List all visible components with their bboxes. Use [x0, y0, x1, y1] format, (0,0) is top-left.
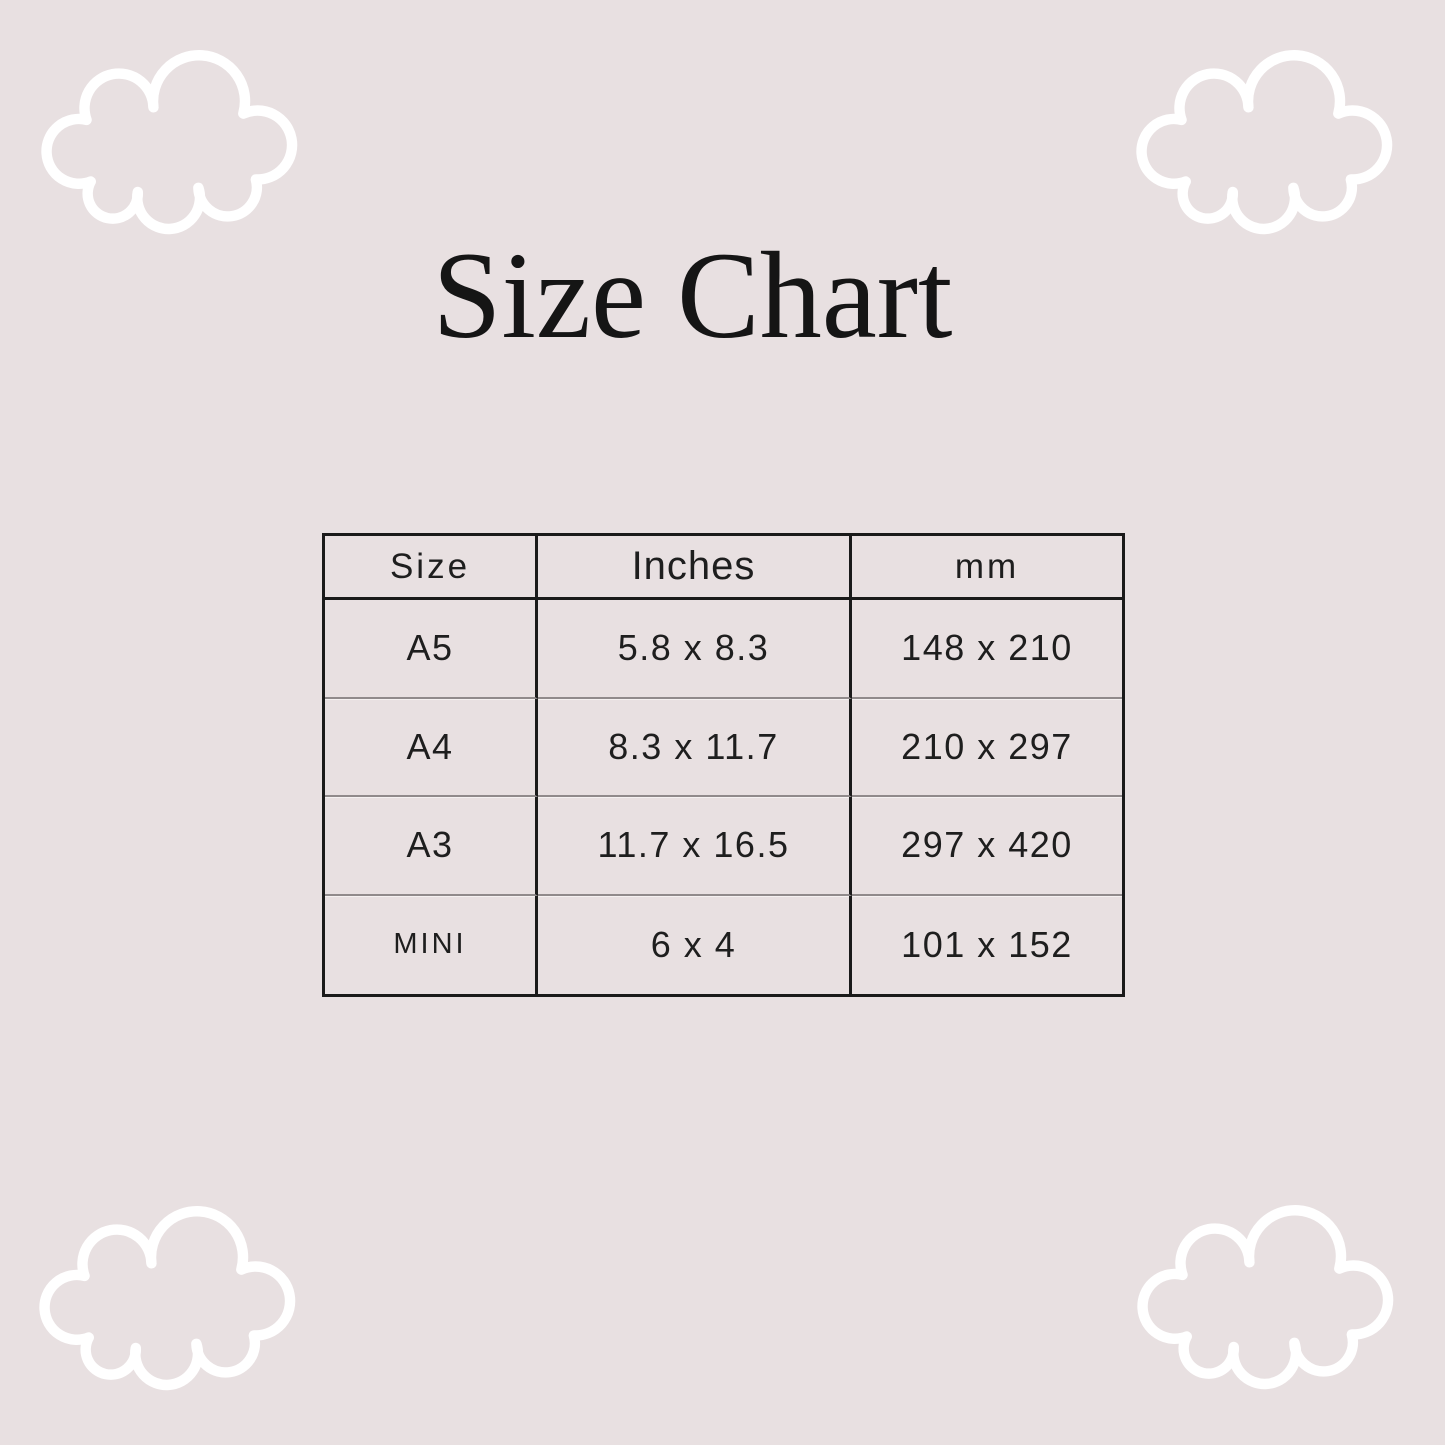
cloud-outline-path: [1137, 1205, 1394, 1390]
page-title: Size Chart: [432, 227, 953, 364]
table-cell-inches-a5: 5.8 x 8.3: [538, 600, 852, 699]
cloud-bottom-right-icon: [1137, 1205, 1394, 1390]
table-header-size: Size: [325, 536, 538, 600]
table-cell-size-a5: A5: [325, 600, 538, 699]
cloud-outline-path: [41, 50, 298, 235]
table-cell-mm-a4: 210 x 297: [852, 699, 1122, 797]
table-header-inches: Inches: [538, 536, 852, 600]
size-chart-table: Size Inches mm A5 5.8 x 8.3 148 x 210 A4…: [322, 533, 1125, 997]
table-cell-inches-a3: 11.7 x 16.5: [538, 797, 852, 896]
table-cell-size-a4: A4: [325, 698, 538, 797]
cloud-top-left-icon: [41, 50, 298, 235]
cloud-outline-path: [1136, 50, 1393, 235]
table-cell-mm-mini: 101 x 152: [901, 923, 1073, 965]
table-header-mm: mm: [852, 536, 1122, 600]
table-cell-size-mini: MINI: [325, 895, 538, 994]
table-cell-mm-a3: 297 x 420: [852, 797, 1122, 896]
table-cell-mm-a5: 148 x 210: [852, 600, 1122, 699]
cloud-bottom-left-icon: [39, 1206, 296, 1391]
table-cell-inches-a4: 8.3 x 11.7: [538, 698, 852, 797]
table-cell-size-a3: A3: [325, 797, 538, 896]
cloud-top-right-icon: [1136, 50, 1393, 235]
table-cell-inches-mini: 6 x 4: [538, 895, 852, 994]
cloud-outline-path: [39, 1206, 296, 1391]
